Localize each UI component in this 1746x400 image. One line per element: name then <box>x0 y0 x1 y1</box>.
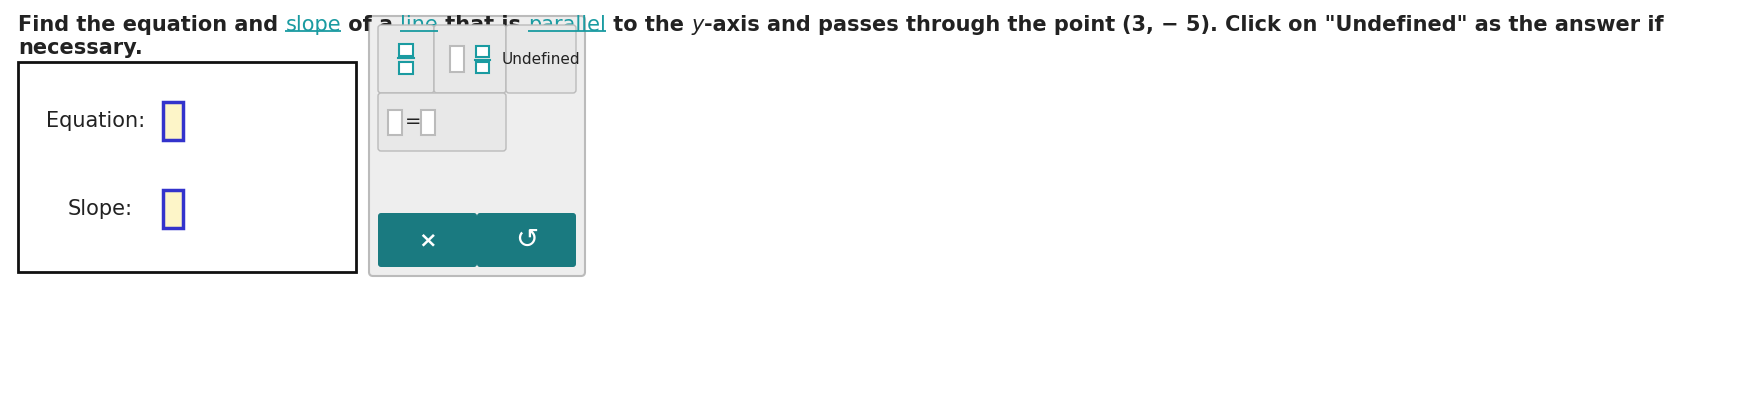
FancyBboxPatch shape <box>400 44 414 56</box>
FancyBboxPatch shape <box>388 110 402 134</box>
Text: (3, − 5): (3, − 5) <box>1123 15 1210 35</box>
Text: Undefined: Undefined <box>501 52 580 66</box>
Text: ↺: ↺ <box>515 226 538 254</box>
Text: -axis and passes through the point: -axis and passes through the point <box>704 15 1123 35</box>
Text: y: y <box>691 15 704 35</box>
Text: parallel: parallel <box>529 15 606 35</box>
FancyBboxPatch shape <box>377 213 477 267</box>
Text: =: = <box>405 112 421 132</box>
FancyBboxPatch shape <box>162 190 183 228</box>
FancyBboxPatch shape <box>377 93 506 151</box>
FancyBboxPatch shape <box>477 46 489 57</box>
Text: of a: of a <box>340 15 400 35</box>
FancyBboxPatch shape <box>162 102 183 140</box>
FancyBboxPatch shape <box>477 62 489 73</box>
Text: Find the equation and: Find the equation and <box>17 15 285 35</box>
FancyBboxPatch shape <box>400 62 414 74</box>
FancyBboxPatch shape <box>506 25 576 93</box>
FancyBboxPatch shape <box>17 62 356 272</box>
Text: ×: × <box>419 230 436 250</box>
FancyBboxPatch shape <box>435 25 506 93</box>
FancyBboxPatch shape <box>377 25 435 93</box>
Text: necessary.: necessary. <box>17 38 143 58</box>
FancyBboxPatch shape <box>450 46 464 72</box>
FancyBboxPatch shape <box>421 110 435 134</box>
Text: line: line <box>400 15 438 35</box>
Text: to the: to the <box>606 15 691 35</box>
Text: Slope:: Slope: <box>68 199 133 219</box>
FancyBboxPatch shape <box>477 213 576 267</box>
Text: . Click on "Undefined" as the answer if: . Click on "Undefined" as the answer if <box>1210 15 1664 35</box>
FancyBboxPatch shape <box>368 16 585 276</box>
Text: Equation:: Equation: <box>45 111 145 131</box>
Text: that is: that is <box>438 15 529 35</box>
Text: slope: slope <box>285 15 340 35</box>
